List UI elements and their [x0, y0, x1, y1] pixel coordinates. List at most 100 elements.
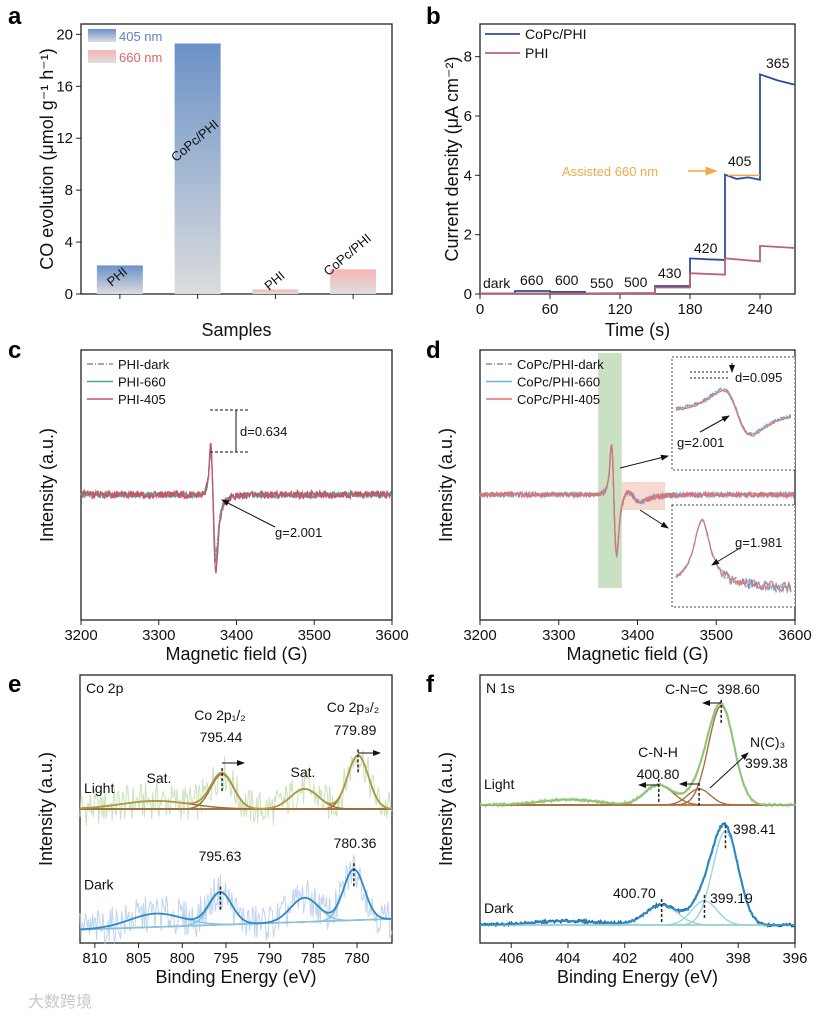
- y-axis-label: Intensity (a.u.): [436, 428, 456, 542]
- step-label: 430: [658, 265, 682, 281]
- legend-label: PHI-405: [118, 392, 166, 407]
- legend-swatch-660: [88, 50, 116, 63]
- x-tick-label: 400: [669, 950, 694, 967]
- watermark: 大数跨境: [28, 992, 92, 1011]
- fit-component: [480, 830, 795, 926]
- peak-label: Co 2p₃/₂: [327, 699, 379, 715]
- step-label: 550: [590, 275, 614, 291]
- legend-label: PHI-660: [118, 375, 166, 390]
- peak-label: Sat.: [147, 770, 172, 786]
- inset-curve-g2001: [675, 388, 792, 436]
- peak-label: 399.38: [745, 755, 788, 771]
- trace-label: Dark: [84, 877, 115, 893]
- fit-envelope-light: [480, 702, 795, 806]
- series-line: [80, 453, 392, 557]
- x-tick-label: 240: [747, 301, 772, 318]
- bar: [330, 269, 377, 294]
- step-label: 600: [555, 272, 579, 288]
- legend-label-660: 660 nm: [119, 50, 162, 65]
- y-tick-label: 8: [65, 182, 73, 199]
- g-arrow: [699, 415, 730, 433]
- plot-frame-a: [80, 23, 393, 295]
- x-tick-label: 3200: [64, 627, 97, 644]
- plot-frame-c: [80, 349, 393, 621]
- d-value-label: d=0.095: [735, 370, 782, 385]
- legend-label: CoPc/PHI-dark: [517, 357, 604, 372]
- x-axis-label: Samples: [201, 320, 271, 340]
- y-tick-label: 2: [464, 227, 472, 244]
- peak-label: N(C)₃: [750, 734, 785, 750]
- g-value-label: g=2.001: [677, 435, 724, 450]
- y-tick-label: 20: [56, 26, 73, 43]
- x-tick-label: 3300: [542, 627, 575, 644]
- x-tick-label: 810: [82, 950, 107, 967]
- x-tick-label: 406: [499, 950, 524, 967]
- raw-spectrum-dark: [79, 854, 393, 945]
- legend-label: PHI-dark: [118, 357, 170, 372]
- panel-letter-e: e: [8, 671, 21, 698]
- panel-letter-a: a: [8, 3, 22, 30]
- legend-label: CoPc/PHI-405: [517, 392, 600, 407]
- x-tick-label: 3500: [298, 627, 331, 644]
- y-axis-label: Current density (μA cm⁻²): [442, 57, 462, 262]
- g-value-label: g=1.981: [735, 535, 782, 550]
- step-label: 660: [520, 272, 544, 288]
- x-tick-label: 3500: [700, 627, 733, 644]
- panel-letter-b: b: [426, 3, 441, 30]
- peak-label: 400.80: [637, 766, 680, 782]
- legend-label-405: 405 nm: [119, 29, 162, 44]
- series-line-copc-phi: [480, 73, 796, 295]
- x-tick-label: 398: [726, 950, 751, 967]
- x-axis-label: Binding Energy (eV): [557, 967, 718, 987]
- x-tick-label: 795: [213, 950, 238, 967]
- inset-link-arrow: [639, 509, 669, 529]
- x-tick-label: 402: [612, 950, 637, 967]
- peak-label: Co 2p₁/₂: [194, 707, 245, 723]
- fit-envelope-dark: [480, 823, 795, 926]
- x-tick-label: 3300: [142, 627, 175, 644]
- y-tick-label: 16: [56, 78, 73, 95]
- legend-swatch-405: [88, 29, 116, 42]
- x-tick-label: 60: [542, 301, 559, 318]
- raw-spectrum-light: [79, 750, 393, 826]
- series-line: [479, 444, 796, 555]
- peak-label: C-N-H: [638, 744, 678, 760]
- y-axis-label: CO evolution (μmol g⁻¹ h⁻¹): [37, 48, 57, 269]
- y-tick-label: 12: [56, 130, 73, 147]
- x-tick-label: 780: [345, 950, 370, 967]
- y-axis-label: Intensity (a.u.): [436, 752, 456, 866]
- bar: [252, 289, 299, 294]
- x-tick-label: 805: [126, 950, 151, 967]
- step-label: 365: [766, 55, 790, 71]
- bar: [174, 43, 221, 294]
- panel-letter-c: c: [8, 337, 21, 364]
- x-axis-label: Time (s): [605, 320, 670, 340]
- x-tick-label: 3600: [375, 627, 408, 644]
- g-arrow: [711, 547, 741, 566]
- legend-label: CoPc/PHI-660: [517, 375, 600, 390]
- series-line-phi: [480, 244, 796, 295]
- panel-letter-f: f: [426, 671, 435, 698]
- inset-box: [671, 356, 796, 471]
- x-tick-label: 3200: [463, 627, 496, 644]
- peak-label: 779.89: [334, 722, 377, 738]
- step-label: 500: [624, 274, 648, 290]
- legend-label: PHI: [525, 45, 548, 61]
- x-axis-label: Binding Energy (eV): [155, 967, 316, 987]
- peak-label: Sat.: [291, 764, 316, 780]
- y-tick-label: 0: [464, 286, 472, 303]
- x-tick-label: 800: [170, 950, 195, 967]
- inset-curve-g1981: [675, 519, 792, 593]
- trace-label: Light: [484, 776, 514, 792]
- g-arrow: [221, 499, 276, 528]
- x-tick-label: 3400: [621, 627, 654, 644]
- raw-spectrum-dark: [479, 821, 796, 928]
- plot-frame-f: [479, 674, 796, 944]
- y-tick-label: 0: [65, 286, 73, 303]
- bar: [96, 265, 143, 294]
- x-tick-label: 120: [607, 301, 632, 318]
- panel-letter-d: d: [426, 337, 441, 364]
- pointer-arrow: [709, 752, 749, 789]
- assisted-660-annotation: Assisted 660 nm: [562, 164, 658, 179]
